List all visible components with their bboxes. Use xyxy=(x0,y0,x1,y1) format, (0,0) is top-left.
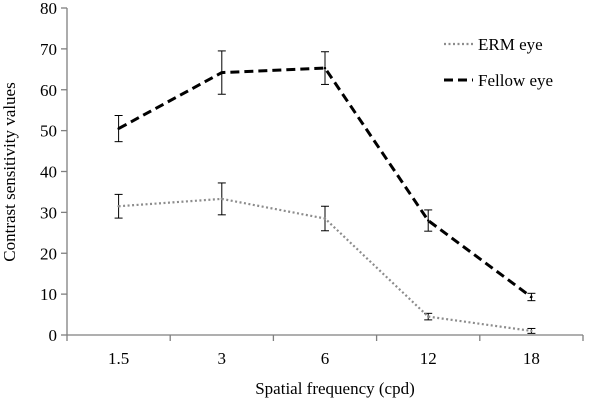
y-tick-label: 0 xyxy=(49,326,58,345)
x-tick-label: 18 xyxy=(523,349,540,368)
y-tick-label: 30 xyxy=(40,203,57,222)
x-tick-label: 6 xyxy=(321,349,330,368)
legend-item-erm-eye: ERM eye xyxy=(444,35,543,54)
legend-label: Fellow eye xyxy=(478,71,553,90)
y-tick-label: 20 xyxy=(40,244,57,263)
x-tick-label: 12 xyxy=(420,349,437,368)
data-point xyxy=(427,219,430,222)
y-tick-label: 50 xyxy=(40,122,57,141)
data-point xyxy=(220,197,223,201)
y-tick-label: 70 xyxy=(40,40,57,59)
series-layer xyxy=(114,50,536,334)
data-point xyxy=(427,315,430,318)
legend-label: ERM eye xyxy=(478,35,543,54)
data-point xyxy=(323,66,327,70)
x-tick-label: 1.5 xyxy=(108,349,129,368)
data-point xyxy=(530,329,533,333)
y-tick-label: 60 xyxy=(40,81,57,100)
y-axis-title: Contrast sensitivity values xyxy=(0,82,19,261)
data-point xyxy=(117,205,120,208)
legend-item-fellow-eye: Fellow eye xyxy=(444,71,553,90)
x-tick-label: 3 xyxy=(218,349,227,368)
data-point xyxy=(530,295,533,299)
series-erm-eye xyxy=(114,182,536,334)
data-point xyxy=(117,127,120,130)
data-point xyxy=(323,217,327,220)
x-axis-title: Spatial frequency (cpd) xyxy=(255,379,415,398)
y-tick-label: 10 xyxy=(40,285,57,304)
axes-layer: 0 10 20 30 40 50 60 70 80 1.5 3 6 12 18 xyxy=(40,0,584,368)
legend: ERM eye Fellow eye xyxy=(444,35,553,90)
y-tick-label: 40 xyxy=(40,163,57,182)
series-fellow-eye xyxy=(114,50,536,302)
y-tick-label: 80 xyxy=(40,0,57,18)
data-point xyxy=(220,71,223,74)
series-line xyxy=(117,66,533,299)
